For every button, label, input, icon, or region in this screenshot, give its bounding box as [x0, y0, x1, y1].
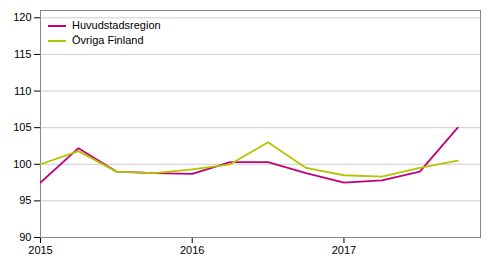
html-text:Övriga Finland: Övriga Finland [72, 34, 144, 46]
svg-text:95: 95 [19, 194, 31, 206]
svg-text:100: 100 [13, 158, 31, 170]
svg-text:110: 110 [14, 85, 32, 97]
svg-text:120: 120 [13, 11, 31, 23]
svg-text:2016: 2016 [180, 244, 204, 256]
svg-text:2015: 2015 [28, 244, 52, 256]
svg-text:105: 105 [13, 121, 31, 133]
svg-text:90: 90 [19, 231, 31, 243]
svg-text:115: 115 [14, 48, 32, 60]
svg-text:2017: 2017 [332, 244, 356, 256]
html-text:Huvudstadsregion: Huvudstadsregion [72, 19, 161, 31]
